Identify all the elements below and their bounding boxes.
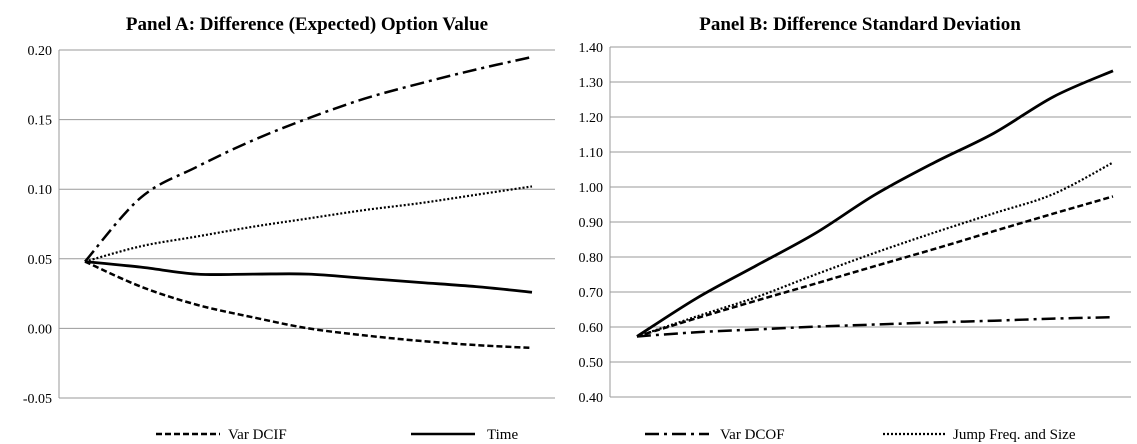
panel-a-series-var-dcif bbox=[84, 260, 533, 350]
panel-a-gridlines bbox=[59, 49, 555, 399]
panel-a-chart: Panel A: Difference (Expected) Option Va… bbox=[23, 14, 555, 407]
panel-a-y-tick-label: 0.15 bbox=[28, 114, 53, 129]
panel-a-series-jump-freq-and-size bbox=[84, 185, 533, 263]
panel-b-y-tick-label: 0.90 bbox=[579, 216, 604, 231]
panel-b-y-tick-label: 1.20 bbox=[579, 111, 604, 126]
panel-a-y-tick-label: 0.00 bbox=[28, 322, 53, 337]
panel-a-series-time bbox=[84, 260, 533, 294]
legend-item-var-dcof: Var DCOF bbox=[645, 427, 785, 443]
panel-b-y-tick-label: 1.40 bbox=[579, 41, 604, 56]
legend-label-var-dcif: Var DCIF bbox=[228, 427, 287, 443]
panel-b-y-tick-label: 0.80 bbox=[579, 251, 604, 266]
panel-a-y-tick-label: 0.10 bbox=[28, 183, 53, 198]
panel-b-series-jump-freq-and-size bbox=[636, 161, 1114, 338]
legend-label-time: Time bbox=[487, 427, 518, 443]
panel-a-y-tick-label: 0.05 bbox=[28, 253, 53, 268]
panel-b-y-tick-label: 0.50 bbox=[579, 356, 604, 371]
panel-a-y-ticks: 0.20 0.15 0.10 0.05 0.00 -0.05 bbox=[23, 44, 52, 407]
panel-b-y-tick-label: 0.40 bbox=[579, 391, 604, 406]
panel-b-chart: Panel B: Difference Standard Deviation 1… bbox=[579, 14, 1131, 406]
panel-b-y-tick-label: 0.60 bbox=[579, 321, 604, 336]
legend-label-var-dcof: Var DCOF bbox=[720, 427, 785, 443]
panel-b-series-var-dcif bbox=[636, 195, 1114, 338]
panel-a-y-tick-label: 0.20 bbox=[28, 44, 53, 59]
panel-b-series-var-dcof bbox=[636, 315, 1114, 338]
legend-item-time: Time bbox=[411, 427, 518, 443]
panel-b-title: Panel B: Difference Standard Deviation bbox=[699, 14, 1021, 35]
panel-a-title: Panel A: Difference (Expected) Option Va… bbox=[126, 14, 488, 35]
legend-item-var-dcif: Var DCIF bbox=[156, 427, 287, 443]
panel-a-series bbox=[84, 55, 533, 350]
panel-a-y-tick-label: -0.05 bbox=[23, 392, 52, 407]
panel-b-y-ticks: 1.40 1.30 1.20 1.10 1.00 0.90 0.80 0.70 0.60 0.50… bbox=[579, 41, 604, 406]
panel-b-series-time bbox=[636, 69, 1114, 338]
panel-b-gridlines bbox=[610, 46, 1131, 398]
panel-b-y-tick-label: 1.10 bbox=[579, 146, 604, 161]
panel-b-series bbox=[636, 69, 1114, 338]
legend-item-jump-freq-and-size: Jump Freq. and Size bbox=[883, 427, 1076, 443]
panel-a-series-var-dcof bbox=[84, 55, 533, 263]
panel-b-y-tick-label: 1.30 bbox=[579, 76, 604, 91]
panel-b-y-tick-label: 0.70 bbox=[579, 286, 604, 301]
panel-b-y-tick-label: 1.00 bbox=[579, 181, 604, 196]
legend-label-jump-freq-and-size: Jump Freq. and Size bbox=[953, 427, 1076, 443]
legend: Var DCIF Time Var DCOF Jump Freq. and Si… bbox=[156, 427, 1076, 443]
